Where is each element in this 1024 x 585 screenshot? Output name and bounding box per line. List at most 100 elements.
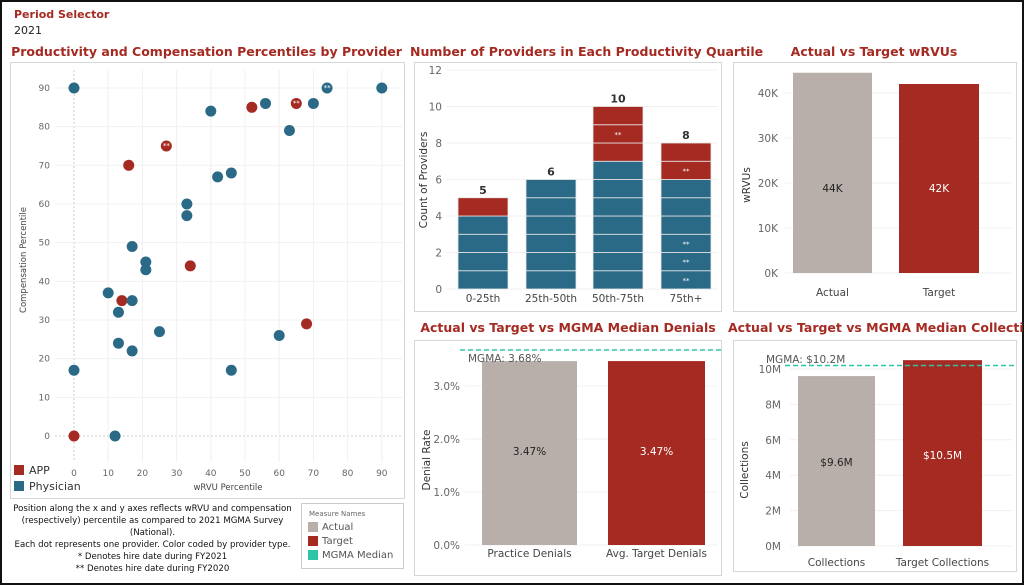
scatter-point-physician — [112, 306, 124, 318]
y-tick-label: 4 — [435, 211, 442, 223]
scatter-point-physician — [321, 82, 333, 94]
scatter-legend: APP Physician — [14, 462, 81, 494]
y-tick-label: 10K — [758, 223, 779, 235]
scatter-point-physician — [109, 430, 121, 442]
bar-segment-physician — [592, 179, 644, 199]
y-tick-label: 10M — [759, 364, 781, 376]
y-tick-label: 30K — [758, 133, 779, 145]
period-selector-label[interactable]: Period Selector — [14, 8, 110, 21]
scatter-point-physician — [112, 337, 124, 349]
scatter-point-physician — [140, 256, 152, 268]
y-tick-label: 30 — [39, 316, 51, 326]
bar-actual — [798, 376, 875, 546]
scatter-point-physician — [181, 198, 193, 210]
y-axis-label: Collections — [739, 441, 751, 498]
scatter-point-physician — [376, 82, 388, 94]
y-tick-label: 20K — [758, 178, 779, 190]
x-tick-label: 50th-75th — [592, 293, 644, 305]
bar-segment-physician — [457, 270, 509, 290]
hire-date-mark: ** — [683, 259, 691, 267]
bar-segment-app — [660, 142, 712, 162]
x-tick-label: 70 — [308, 469, 320, 479]
legend-item-actual[interactable]: Actual — [302, 520, 403, 534]
scatter-point-app — [123, 159, 135, 171]
mgma-reference-label: MGMA: 3.68% — [468, 353, 542, 365]
x-tick-label: 0 — [71, 469, 77, 479]
denials-title: Actual vs Target vs MGMA Median Denials — [420, 320, 716, 335]
legend-item-mgma[interactable]: MGMA Median — [302, 548, 403, 562]
quartile-title: Number of Providers in Each Productivity… — [410, 44, 764, 59]
bar-total-label: 10 — [610, 93, 626, 106]
y-tick-label: 0M — [765, 541, 781, 553]
physician-swatch — [14, 481, 24, 491]
hire-date-mark: ** — [683, 167, 691, 175]
y-tick-label: 2.0% — [433, 434, 460, 446]
bar-target — [903, 360, 982, 546]
bar-value-label: 3.47% — [640, 446, 673, 458]
footnote-line: Position along the x and y axes reflects… — [13, 504, 292, 538]
footnote-line: * Denotes hire date during FY2021 — [77, 552, 228, 562]
y-tick-label: 2 — [435, 248, 442, 260]
bar-value-label: 42K — [929, 183, 950, 195]
hire-date-mark: ** — [324, 84, 332, 92]
legend-label: MGMA Median — [322, 549, 394, 561]
scatter-point-physician — [68, 364, 80, 376]
y-tick-label: 10 — [429, 102, 442, 114]
bar-actual — [793, 72, 872, 273]
app-swatch — [14, 465, 24, 475]
scatter-point-physician — [140, 264, 152, 276]
legend-label: APP — [29, 463, 50, 477]
y-tick-label: 60 — [39, 200, 51, 210]
bar-segment-physician — [592, 160, 644, 180]
bar-segment-physician — [592, 197, 644, 217]
x-tick-label: 10 — [102, 469, 114, 479]
footnote-line: ** Denotes hire date during FY2020 — [75, 564, 230, 574]
bar-total-label: 5 — [479, 184, 487, 197]
x-tick-label: 75th+ — [670, 293, 703, 305]
x-tick-label: Collections — [808, 557, 865, 569]
x-tick-label: 25th-50th — [525, 293, 577, 305]
mgma-reference-label: MGMA: $10.2M — [766, 354, 845, 366]
bar-value-label: 44K — [822, 183, 843, 195]
y-tick-label: 3.0% — [433, 381, 460, 393]
y-tick-label: 20 — [39, 355, 51, 365]
scatter-point-physician — [273, 329, 285, 341]
bar-value-label: 3.47% — [513, 446, 546, 458]
scatter-point-physician — [181, 210, 193, 222]
hire-date-mark: ** — [163, 142, 171, 150]
bar-segment-app — [592, 106, 644, 126]
bar-segment-physician — [525, 233, 577, 253]
scatter-point-app — [301, 318, 313, 330]
x-tick-label: 0-25th — [466, 293, 501, 305]
scatter-point-physician — [126, 241, 138, 253]
collections-title: Actual vs Target vs MGMA Median Collecti… — [728, 320, 1024, 335]
legend-label: Target — [322, 535, 353, 547]
hire-date-mark: ** — [615, 131, 623, 139]
x-tick-label: Practice Denials — [487, 548, 571, 560]
legend-item-target[interactable]: Target — [302, 534, 403, 548]
scatter-point-app — [68, 430, 80, 442]
bar-segment-physician — [660, 179, 712, 199]
x-tick-label: 80 — [342, 469, 354, 479]
y-tick-label: 2M — [765, 506, 781, 518]
legend-label: Physician — [29, 479, 81, 493]
bar-segment-physician — [592, 233, 644, 253]
actual-swatch — [308, 522, 318, 532]
y-axis-label: Denial Rate — [421, 430, 433, 491]
x-tick-label: 50 — [239, 469, 251, 479]
bar-segment-physician — [457, 233, 509, 253]
bar-target — [608, 361, 705, 545]
legend-item-physician[interactable]: Physician — [14, 478, 81, 494]
legend-item-app[interactable]: APP — [14, 462, 81, 478]
y-tick-label: 6M — [765, 435, 781, 447]
y-tick-label: 90 — [39, 84, 51, 94]
scatter-point-physician — [307, 97, 319, 109]
x-tick-label: 90 — [376, 469, 388, 479]
scatter-point-physician — [126, 295, 138, 307]
y-tick-label: 0 — [435, 284, 442, 296]
bar-segment-physician — [525, 197, 577, 217]
period-selector-value[interactable]: 2021 — [14, 24, 42, 37]
bar-total-label: 8 — [682, 129, 690, 142]
scatter-point-app — [290, 97, 302, 109]
